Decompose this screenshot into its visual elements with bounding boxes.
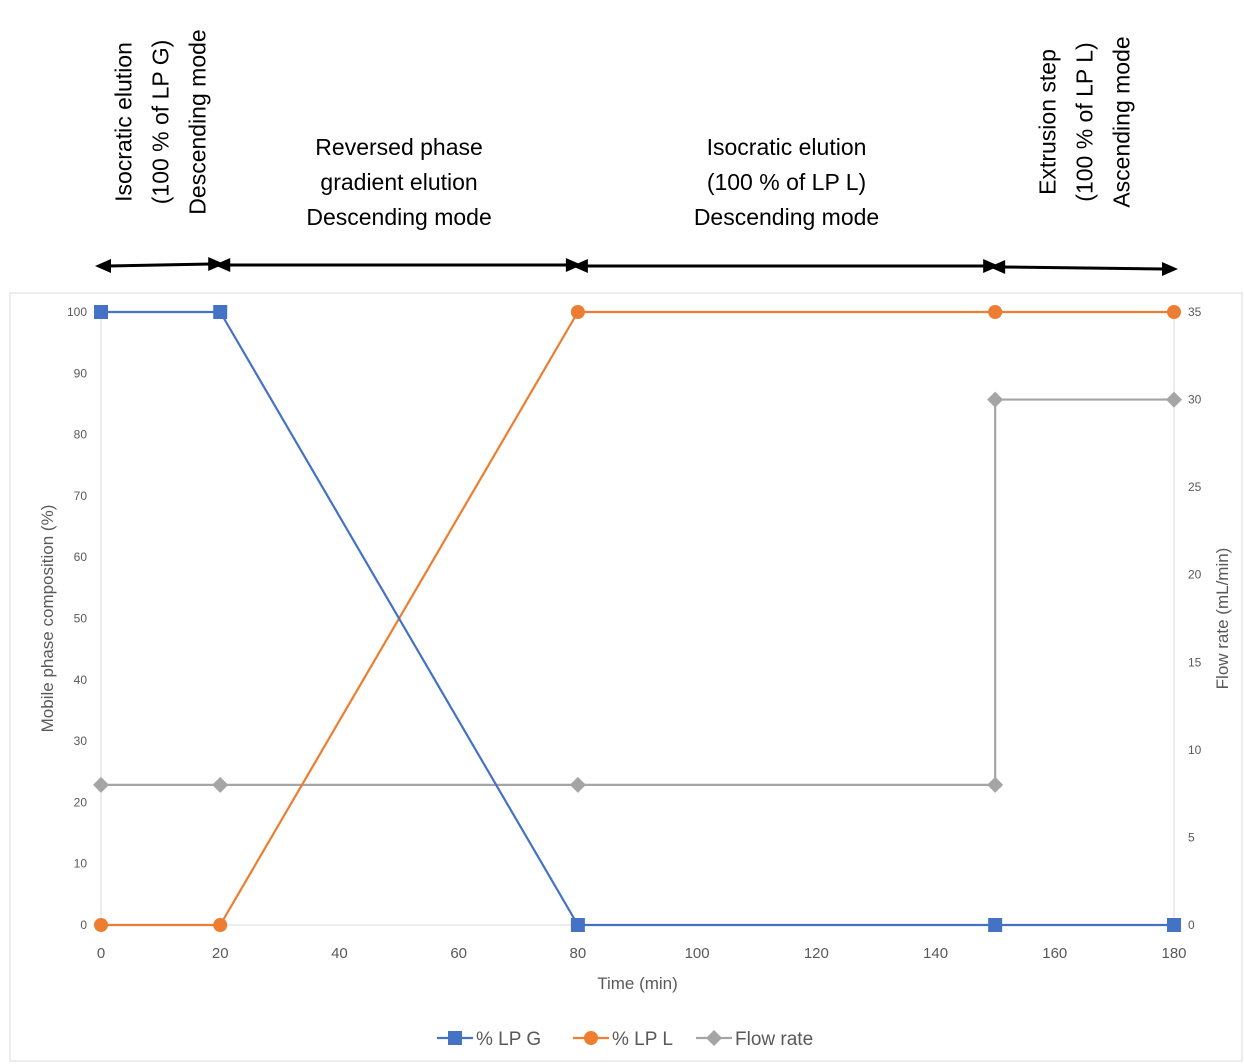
x-tick-label: 80 [570, 945, 587, 962]
x-tick-label: 160 [1042, 945, 1067, 962]
phase-annotation: Extrusion step (100 % of LP L) Ascending m… [989, 36, 1178, 276]
data-point-diamond [1166, 391, 1182, 408]
x-tick-label: 60 [450, 945, 467, 962]
data-point-circle [213, 918, 228, 932]
y-right-tick-label: 10 [1188, 743, 1202, 757]
legend-item: Flow rate [696, 1029, 813, 1050]
y-left-tick-label: 10 [74, 857, 88, 871]
legend: % LP G % LP L Flow rate [437, 1029, 813, 1050]
phase-label-line: Descending mode [694, 204, 879, 230]
x-tick-label: 140 [923, 945, 948, 962]
y-right-tick-label: 15 [1188, 655, 1202, 669]
phase-annotation: Reversed phase gradient elution Descending… [214, 134, 582, 272]
y-left-tick-label: 90 [74, 366, 88, 380]
phase-label-line: Reversed phase [315, 134, 483, 160]
data-point-circle [1167, 305, 1181, 319]
y-left-tick-label: 20 [74, 795, 88, 809]
data-point-diamond [212, 776, 229, 793]
series-lp-g [94, 305, 1181, 932]
y-right-tick-label: 25 [1188, 480, 1202, 494]
y-left-tick-label: 0 [80, 918, 87, 932]
series-line [101, 310, 1174, 927]
phase-arrow-head-left [571, 259, 588, 273]
phase-arrow-head-left [214, 258, 231, 272]
x-tick-label: 20 [212, 945, 229, 962]
series-layer [93, 305, 1182, 932]
y-right-tick-label: 30 [1188, 393, 1202, 407]
series-flow-rate [93, 391, 1182, 793]
series-lp-l [94, 305, 1181, 932]
chart-area-border [9, 292, 1243, 1062]
phase-arrow-head-left [95, 259, 111, 273]
y-left-tick-label: 70 [74, 489, 88, 503]
data-point-diamond [569, 776, 586, 793]
y-left-tick-label: 80 [74, 428, 88, 442]
y-axis-left-title: Mobile phase composition (%) [38, 505, 57, 733]
phase-label-line: (100 % of LP G) [148, 40, 174, 205]
data-point-circle [94, 918, 108, 932]
phase-label-line: Isocratic elution [707, 134, 867, 160]
legend-label: Flow rate [735, 1029, 813, 1050]
data-point-square [570, 918, 585, 932]
data-point-square [988, 918, 1003, 932]
phase-label-line: Isocratic elution [111, 42, 137, 202]
legend-item: % LP L [573, 1029, 673, 1050]
phase-annotation: Isocratic elution (100 % of LP G) Descendi… [95, 29, 225, 273]
data-point-square [94, 305, 108, 319]
phase-arrow-head-right [565, 258, 582, 272]
phase-arrow-head-right [208, 257, 225, 271]
x-tick-label: 40 [331, 945, 348, 962]
y-right-tick-label: 0 [1188, 918, 1195, 932]
data-point-square [213, 305, 228, 319]
y-right-tick-label: 20 [1188, 568, 1202, 582]
x-tick-label: 120 [804, 945, 829, 962]
data-point-circle [570, 305, 585, 319]
data-point-diamond [987, 391, 1004, 408]
x-tick-label: 100 [685, 945, 710, 962]
phase-annotation: Isocratic elution (100 % of LP L) Descendi… [571, 134, 1000, 273]
phase-annotations: Isocratic elution (100 % of LP G) Descendi… [95, 29, 1178, 276]
phase-label-line: Descending mode [306, 204, 491, 230]
phase-arrow-line [107, 262, 212, 268]
x-axis-title: Time (min) [597, 974, 678, 993]
series-line [101, 310, 1174, 927]
data-point-circle [584, 1031, 598, 1045]
data-point-diamond [93, 776, 109, 793]
phase-arrow-head-left [989, 260, 1006, 274]
x-tick-label: 180 [1161, 945, 1186, 962]
data-point-diamond [706, 1030, 722, 1046]
axes: 0 10 20 30 40 50 60 70 80 90 100 0 5 10 15 20 25 30 35 0 20 4… [38, 305, 1232, 993]
phase-arrow-head-right [1162, 262, 1178, 276]
y-left-tick-label: 50 [74, 612, 88, 626]
phase-arrow-head-right [983, 259, 1000, 273]
phase-arrow-line [1002, 265, 1166, 271]
phase-label-line: (100 % of LP L) [707, 169, 866, 195]
phase-label-line: Extrusion step [1035, 49, 1061, 195]
phase-label-line: Ascending mode [1109, 36, 1135, 207]
series-line [101, 398, 1174, 786]
y-axis-right-title: Flow rate (mL/min) [1213, 548, 1232, 690]
phase-label-line: (100 % of LP L) [1072, 42, 1098, 201]
y-left-tick-label: 100 [67, 305, 87, 319]
y-right-tick-label: 35 [1188, 305, 1202, 319]
legend-label: % LP L [612, 1029, 673, 1050]
data-point-square [448, 1031, 462, 1045]
y-left-tick-label: 30 [74, 734, 88, 748]
x-tick-label: 0 [97, 945, 105, 962]
phase-label-line: Descending mode [185, 29, 211, 214]
legend-item: % LP G [437, 1029, 541, 1050]
y-right-tick-label: 5 [1188, 830, 1195, 844]
data-point-circle [988, 305, 1003, 319]
legend-label: % LP G [476, 1029, 541, 1050]
y-left-tick-label: 60 [74, 550, 88, 564]
y-left-tick-label: 40 [74, 673, 88, 687]
data-point-square [1167, 918, 1181, 932]
data-point-diamond [987, 776, 1004, 793]
phase-label-line: gradient elution [320, 169, 477, 195]
